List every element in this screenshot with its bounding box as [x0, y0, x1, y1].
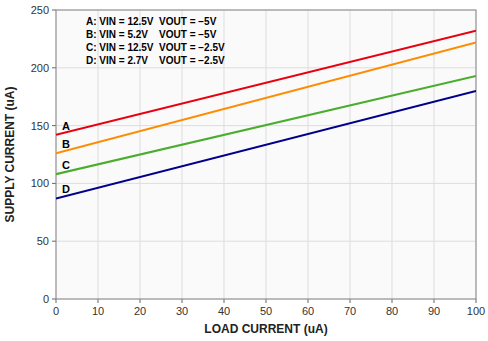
- y-tick: [52, 183, 56, 184]
- chart-container: 0102030405060708090100050100150200250ABC…: [0, 0, 488, 341]
- y-grid-line: [56, 241, 476, 242]
- x-grid-line: [392, 10, 393, 299]
- y-tick: [52, 299, 56, 300]
- x-tick: [140, 299, 141, 303]
- y-tick: [52, 241, 56, 242]
- line-label: A: [62, 120, 70, 132]
- x-grid-line: [308, 10, 309, 299]
- annotations: A: VIN = 12.5V VOUT = −5V B: VIN = 5.2V V…: [86, 16, 225, 66]
- plot-background: [56, 10, 476, 299]
- y-tick-label: 250: [31, 4, 49, 16]
- x-grid-line: [350, 10, 351, 299]
- x-tick: [350, 299, 351, 303]
- y-axis-label: SUPPLY CURRENT (uA): [3, 86, 17, 222]
- x-tick-label: 100: [467, 305, 485, 317]
- x-grid-line: [98, 10, 99, 299]
- series-line: [56, 76, 476, 174]
- x-tick-label: 60: [302, 305, 314, 317]
- y-tick: [52, 67, 56, 68]
- ticks: 0 10 20 30 40 50 60 70 80 90 100 0 50 100 150 200 250: [31, 4, 486, 317]
- x-tick-label: 20: [134, 305, 146, 317]
- y-tick-label: 100: [31, 177, 49, 189]
- x-tick-label: 70: [344, 305, 356, 317]
- x-tick-label: 0: [53, 305, 59, 317]
- annotation: B: VIN = 5.2V VOUT = −5V: [86, 29, 217, 40]
- x-tick: [392, 299, 393, 303]
- x-tick-label: 50: [260, 305, 272, 317]
- x-grid-line: [266, 10, 267, 299]
- y-tick-label: 50: [37, 235, 49, 247]
- x-tick: [224, 299, 225, 303]
- x-tick: [182, 299, 183, 303]
- series-line: [56, 91, 476, 199]
- x-axis-label: LOAD CURRENT (uA): [204, 322, 327, 336]
- x-tick: [56, 299, 57, 303]
- series-line: [56, 31, 476, 135]
- y-tick: [52, 125, 56, 126]
- x-tick-label: 80: [386, 305, 398, 317]
- chart-svg: 0102030405060708090100050100150200250ABC…: [0, 0, 488, 341]
- line-labels: ABCD: [62, 120, 70, 196]
- annotation: D: VIN = 2.7V VOUT = −2.5V: [86, 55, 225, 66]
- line-label: B: [62, 138, 70, 150]
- x-tick: [476, 299, 477, 303]
- x-tick: [308, 299, 309, 303]
- y-grid-line: [56, 67, 476, 68]
- plot-frame: [56, 10, 476, 299]
- grid: [56, 10, 476, 299]
- annotation: C: VIN = 12.5V VOUT = −2.5V: [86, 42, 225, 53]
- y-tick-label: 200: [31, 62, 49, 74]
- x-tick: [266, 299, 267, 303]
- x-tick-label: 10: [92, 305, 104, 317]
- y-tick-label: 150: [31, 120, 49, 132]
- x-tick-label: 40: [218, 305, 230, 317]
- y-tick-label: 0: [43, 293, 49, 305]
- x-tick: [98, 299, 99, 303]
- x-tick: [434, 299, 435, 303]
- y-tick: [52, 10, 56, 11]
- x-grid-line: [182, 10, 183, 299]
- line-label: D: [62, 183, 70, 195]
- annotation: A: VIN = 12.5V VOUT = −5V: [86, 16, 217, 27]
- x-tick-label: 90: [428, 305, 440, 317]
- line-label: C: [62, 159, 70, 171]
- lines: [56, 31, 476, 199]
- x-tick-label: 30: [176, 305, 188, 317]
- series-line: [56, 42, 476, 153]
